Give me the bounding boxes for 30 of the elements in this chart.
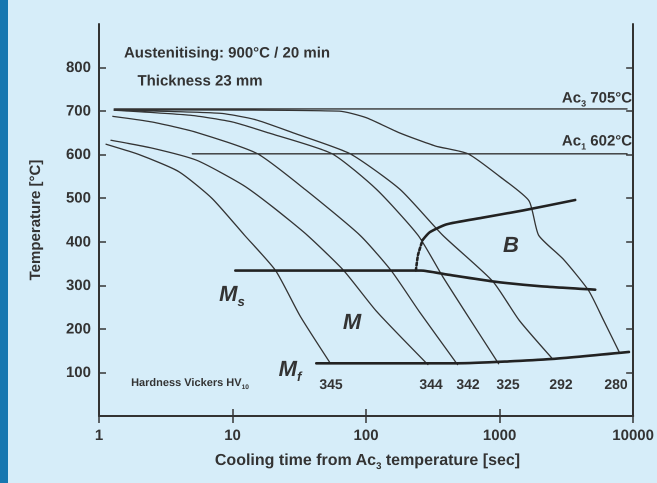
annotation: 342	[456, 376, 480, 392]
y-tick-label: 400	[66, 233, 91, 250]
annotation: Hardness Vickers HV$_{10}$	[131, 376, 249, 392]
x-tick-label: 1000	[482, 427, 516, 444]
x-axis-title: Cooling time from Ac$_{3}$ temperature [sec]	[214, 452, 522, 472]
annotation: Ac$_{3}$ 705°C	[562, 90, 632, 108]
annotation: M	[342, 309, 362, 335]
x-tick-label: 10	[224, 427, 241, 444]
y-axis-title: Temperature [°C]	[27, 160, 44, 280]
y-tick-label: 700	[66, 102, 91, 120]
x-tick-label: 10000	[612, 427, 654, 444]
annotation: 345	[319, 376, 343, 392]
annotation: 344	[419, 376, 443, 392]
x-tick-label: 1	[94, 427, 104, 444]
annotation: Ac$_{1}$ 602°C	[562, 132, 632, 152]
annotation: M$_{f}$	[278, 356, 302, 384]
y-tick-label: 800	[66, 59, 91, 76]
x-tick-label: 100	[354, 427, 379, 444]
annotation: Austenitising: 900°C / 20 min	[124, 44, 330, 62]
annotation: Thickness 23 mm	[137, 72, 263, 90]
y-tick-label: 300	[66, 276, 91, 294]
annotation: 280	[604, 376, 628, 392]
y-tick-label: 200	[66, 320, 91, 338]
y-tick-label: 600	[66, 146, 91, 164]
y-tick-label: 100	[66, 364, 91, 381]
annotation: 292	[549, 376, 573, 392]
annotation: 325	[496, 376, 520, 392]
annotation: B	[503, 232, 519, 258]
y-tick-label: 500	[66, 190, 91, 207]
annotation: M$_{s}$	[219, 280, 245, 310]
